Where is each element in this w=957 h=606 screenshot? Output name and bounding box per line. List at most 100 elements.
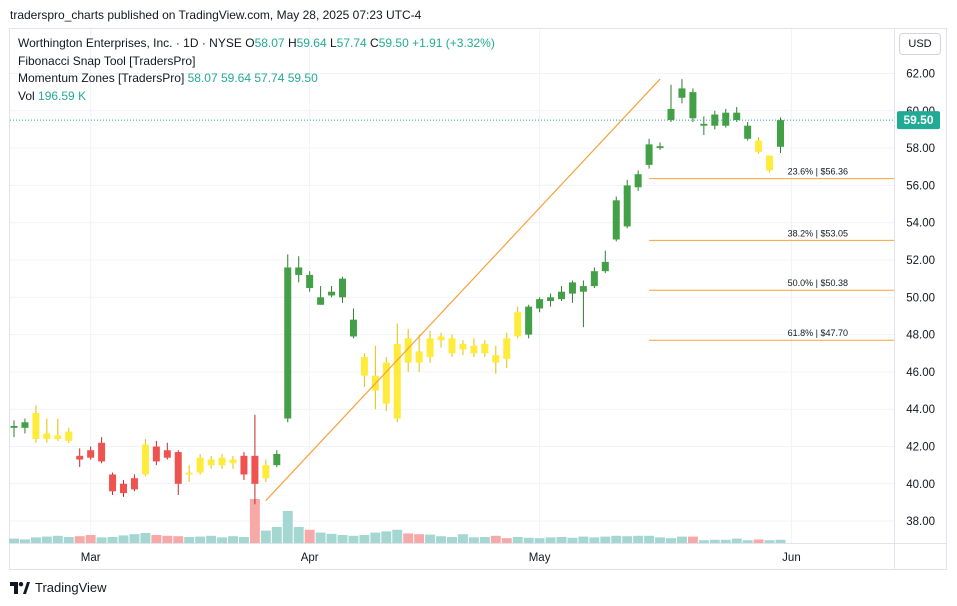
close-value: 59.50 [378, 36, 409, 50]
candle [262, 459, 270, 482]
volume-bar [348, 535, 359, 543]
candle [733, 107, 741, 122]
candle-body [481, 343, 489, 354]
price-tick-label: 44.00 [906, 404, 935, 416]
candle [601, 250, 609, 274]
candles [10, 79, 784, 505]
chart-legend: Worthington Enterprises, Inc. · 1D · NYS… [18, 35, 495, 105]
candle [306, 271, 314, 292]
time-tick-label: Mar [81, 552, 101, 564]
candle-body [120, 483, 127, 494]
candle-body [10, 425, 18, 428]
candle-body [612, 200, 620, 240]
indicator-fibonacci[interactable]: Fibonacci Snap Tool [TradersPro] [18, 53, 196, 68]
candle-body [32, 412, 40, 440]
volume-bar [271, 527, 282, 543]
candle-body [415, 351, 423, 363]
volume-bar [140, 533, 151, 543]
volume-bar [85, 535, 96, 543]
volume-bar [151, 535, 162, 543]
candle-body [196, 457, 204, 473]
candle-body [273, 453, 281, 466]
price-tick-label: 48.00 [906, 330, 935, 342]
candle-body [43, 433, 51, 440]
candle-body [634, 174, 642, 188]
currency-button[interactable]: USD [899, 33, 941, 55]
volume-bar [228, 536, 238, 543]
candle [503, 332, 511, 369]
volume-bars [9, 499, 786, 543]
candle-body [251, 455, 259, 484]
chart-frame [9, 28, 947, 570]
candle [382, 356, 390, 412]
candle-body [65, 431, 73, 441]
volume-bar [600, 536, 611, 543]
candle [141, 439, 149, 477]
volume-bar [687, 536, 698, 543]
volume-bar [468, 537, 479, 543]
volume-bar [52, 535, 63, 543]
volume-value: 196.59 K [38, 88, 87, 103]
volume-label[interactable]: Vol [18, 88, 35, 103]
candle [328, 286, 336, 298]
fibonacci-label: 23.6% | $56.36 [788, 167, 848, 177]
candle [185, 465, 193, 482]
volume-bar [370, 532, 381, 543]
candle-body [777, 120, 784, 147]
volume-bar [249, 499, 260, 543]
volume-bar [260, 530, 271, 543]
candle [339, 276, 346, 303]
candle [579, 280, 587, 328]
low-label: L [329, 36, 337, 50]
candle [207, 455, 215, 469]
fibonacci-levels: 23.6% | $56.36 38.2% | $53.05 50.0% | $50.… [649, 167, 894, 341]
candle [547, 293, 555, 307]
indicator-momentum[interactable]: Momentum Zones [TradersPro] [18, 71, 185, 85]
candle-body [525, 306, 533, 335]
volume-bar [523, 537, 534, 543]
high-value: 59.64 [296, 36, 327, 50]
price-axis: 62.0060.0058.0056.0054.0052.0050.0048.00… [894, 29, 935, 570]
price-tick-label: 52.00 [906, 255, 935, 267]
volume-bar [534, 538, 545, 543]
volume-bar [162, 535, 173, 543]
candle [722, 108, 730, 128]
candle-body [240, 455, 248, 475]
last-price-badge [897, 111, 940, 130]
time-tick-label: Jun [782, 552, 801, 564]
candle-body [152, 446, 160, 462]
candle [98, 437, 106, 464]
candle [349, 308, 357, 339]
candle-body [722, 112, 730, 126]
candle-body [393, 343, 401, 419]
price-tick-label: 42.00 [906, 442, 935, 454]
candle-body [645, 144, 653, 165]
candle-body [536, 299, 544, 309]
publisher-line: traderspro_charts published on TradingVi… [10, 8, 422, 22]
volume-bar [326, 533, 337, 543]
candle [393, 323, 401, 423]
high-label: H [287, 36, 297, 50]
tradingview-brand[interactable]: TradingView [10, 580, 107, 595]
volume-bar [764, 540, 775, 543]
candle [32, 405, 40, 443]
candle-body [579, 286, 587, 292]
candle [678, 79, 686, 104]
candle [711, 110, 719, 130]
candle [470, 338, 478, 357]
candle [689, 88, 697, 122]
candle [284, 254, 292, 423]
candle-body [459, 343, 467, 350]
price-tick-label: 56.00 [906, 180, 935, 192]
candle [196, 453, 204, 475]
candle [755, 136, 763, 154]
open-label: O [245, 36, 255, 50]
candle [558, 286, 565, 302]
symbol-title[interactable]: Worthington Enterprises, Inc. · 1D · NYS… [18, 36, 242, 50]
volume-bar [490, 535, 501, 543]
candle [623, 179, 631, 229]
volume-bar [479, 537, 490, 543]
candle-body [700, 123, 708, 126]
volume-bar [107, 537, 118, 543]
